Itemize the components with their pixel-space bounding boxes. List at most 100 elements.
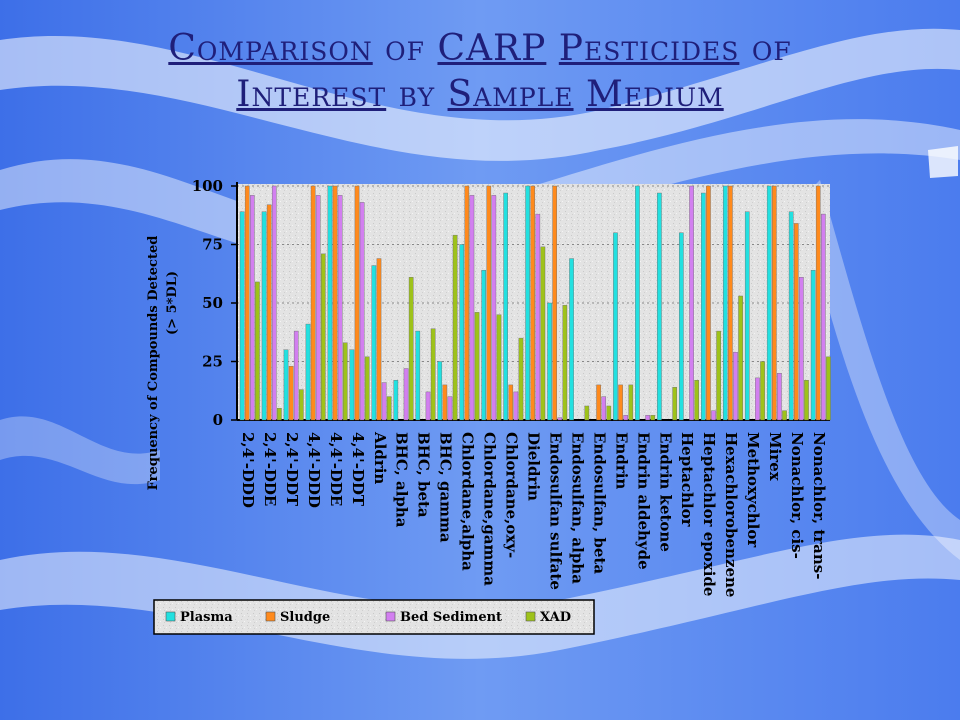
bar-plasma: [327, 185, 333, 421]
x-tick-label: Endosulfan, alpha: [568, 432, 586, 584]
bar-xad: [540, 246, 546, 421]
x-tick-label: 4,4'-DDE: [327, 432, 345, 506]
bar-sludge: [772, 185, 777, 421]
bar-plasma: [679, 232, 684, 421]
y-tick-label: 100: [192, 177, 223, 195]
bar-sludge: [464, 185, 470, 421]
bar-bed-sediment: [249, 195, 255, 421]
bar-xad: [716, 330, 721, 421]
y-tick-label: 0: [213, 411, 223, 429]
bar-sludge: [815, 185, 821, 421]
title-word: Interest: [236, 74, 387, 115]
bar-xad: [430, 328, 436, 421]
bar-bed-sediment: [601, 396, 607, 421]
bar-xad: [804, 380, 809, 421]
x-tick-label: Aldrin: [371, 431, 389, 484]
y-tick-label: 75: [202, 236, 223, 254]
x-tick-label: Nonachlor, cis-: [788, 432, 806, 559]
bar-xad: [606, 405, 612, 421]
legend-swatch: [165, 611, 176, 622]
bar-xad: [299, 389, 304, 421]
bar-plasma: [788, 211, 794, 421]
y-axis-label-unit: (> 5*DL): [165, 271, 180, 335]
bar-plasma: [701, 192, 706, 421]
bar-plasma: [744, 211, 750, 421]
bar-plasma: [613, 232, 618, 421]
bar-bed-sediment: [623, 415, 628, 421]
x-tick-label: 4,4'-DDD: [305, 432, 323, 508]
bar-bed-sediment: [557, 417, 563, 421]
y-tick-label: 25: [202, 353, 223, 371]
x-tick-label: BHC, gamma: [437, 432, 455, 543]
bar-bed-sediment: [425, 391, 431, 421]
bar-plasma: [437, 361, 443, 421]
bar-sludge: [486, 185, 492, 421]
bar-xad: [738, 295, 743, 421]
legend-label: Bed Sediment: [400, 610, 502, 625]
bar-plasma: [415, 330, 421, 421]
bar-bed-sediment: [447, 396, 453, 421]
bar-bed-sediment: [337, 195, 343, 421]
bar-plasma: [722, 185, 728, 421]
title-line-1: Comparison of CARP Pesticides of: [0, 26, 960, 72]
bar-bed-sediment: [755, 377, 760, 421]
bar-plasma: [459, 244, 465, 421]
x-tick-label: Endosulfan, beta: [590, 432, 608, 574]
bar-xad: [342, 342, 348, 421]
title-word: CARP: [437, 28, 547, 69]
x-tick-label: BHC, beta: [415, 432, 433, 518]
bar-bed-sediment: [689, 185, 694, 421]
bar-xad: [474, 312, 480, 421]
bar-xad: [452, 234, 458, 421]
bar-xad: [650, 415, 656, 421]
bar-bed-sediment: [777, 373, 782, 421]
x-tick-label: Methoxychlor: [744, 432, 762, 548]
bar-bed-sediment: [491, 195, 497, 421]
bar-sludge: [288, 365, 294, 421]
x-tick-label: 2,4'-DDT: [283, 432, 301, 507]
bar-sludge: [530, 185, 536, 421]
legend-label: XAD: [540, 610, 571, 625]
bar-bed-sediment: [315, 195, 321, 421]
bar-xad: [562, 305, 568, 421]
x-tick-label: Hexachlorobenzene: [722, 432, 740, 597]
bar-sludge: [442, 384, 448, 421]
legend-label: Plasma: [180, 610, 233, 625]
bar-plasma: [547, 302, 552, 421]
x-tick-label: Heptachlor epoxide: [700, 432, 718, 596]
bar-sludge: [354, 185, 360, 421]
bar-bed-sediment: [799, 277, 804, 421]
bar-xad: [694, 380, 699, 421]
title-word: of: [739, 28, 792, 69]
bar-sludge: [244, 185, 250, 421]
x-tick-label: Heptachlor: [678, 432, 696, 528]
x-tick-label: Chlordane,gamma: [481, 432, 499, 586]
bar-bed-sediment: [711, 410, 716, 421]
bar-xad: [518, 337, 524, 421]
bar-sludge: [332, 185, 338, 421]
legend-swatch: [525, 611, 536, 622]
bar-bed-sediment: [733, 351, 738, 421]
bar-bed-sediment: [359, 202, 365, 421]
bar-plasma: [261, 211, 267, 421]
bar-xad: [364, 356, 370, 421]
x-tick-label: Mirex: [766, 432, 784, 482]
bar-xad: [826, 356, 831, 421]
bar-bed-sediment: [271, 185, 277, 421]
x-tick-label: 4,4'-DDT: [349, 432, 367, 507]
bar-xad: [782, 410, 787, 421]
bar-sludge: [728, 185, 733, 421]
x-tick-label: BHC, alpha: [393, 432, 411, 528]
bar-sludge: [376, 258, 382, 421]
x-tick-label: Endrin aldehyde: [634, 432, 652, 570]
bar-xad: [386, 396, 392, 421]
bar-xad: [408, 277, 414, 421]
x-tick-label: Chlordane,oxy-: [503, 432, 521, 558]
bar-sludge: [310, 185, 316, 421]
x-tick-label: Nonachlor, trans-: [810, 432, 828, 579]
bar-plasma: [657, 192, 662, 421]
bar-bed-sediment: [535, 213, 541, 421]
bar-sludge: [552, 185, 557, 421]
y-axis-label: Frequency of Compounds Detected: [146, 236, 161, 491]
